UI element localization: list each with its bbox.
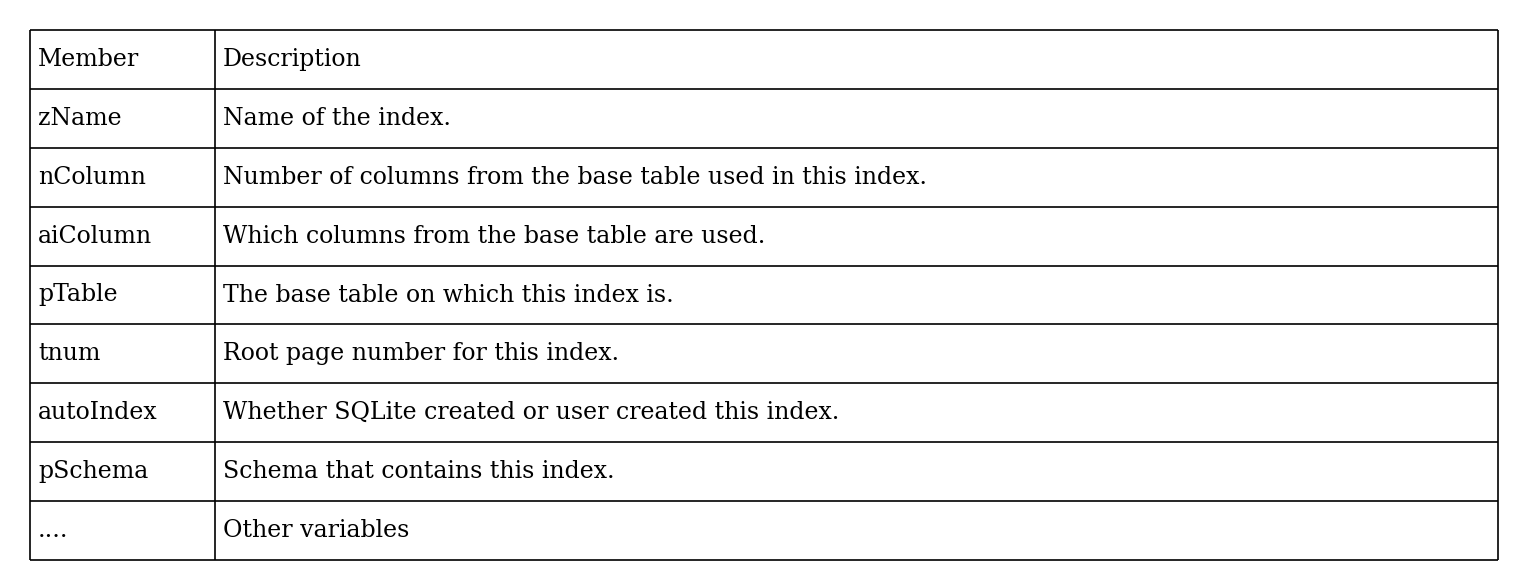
Text: ....: .... [38,519,69,542]
Text: pTable: pTable [38,283,118,307]
Text: zName: zName [38,107,122,130]
Text: Member: Member [38,48,139,71]
Text: Name of the index.: Name of the index. [223,107,451,130]
Text: autoIndex: autoIndex [38,401,157,425]
Text: Other variables: Other variables [223,519,410,542]
Text: Whether SQLite created or user created this index.: Whether SQLite created or user created t… [223,401,839,425]
Text: nColumn: nColumn [38,166,145,189]
Text: aiColumn: aiColumn [38,225,153,248]
Text: Root page number for this index.: Root page number for this index. [223,342,619,366]
Text: pSchema: pSchema [38,460,148,483]
Text: tnum: tnum [38,342,101,366]
Text: Which columns from the base table are used.: Which columns from the base table are us… [223,225,766,248]
Text: Number of columns from the base table used in this index.: Number of columns from the base table us… [223,166,927,189]
Text: Schema that contains this index.: Schema that contains this index. [223,460,614,483]
Text: Description: Description [223,48,362,71]
Text: The base table on which this index is.: The base table on which this index is. [223,283,674,307]
